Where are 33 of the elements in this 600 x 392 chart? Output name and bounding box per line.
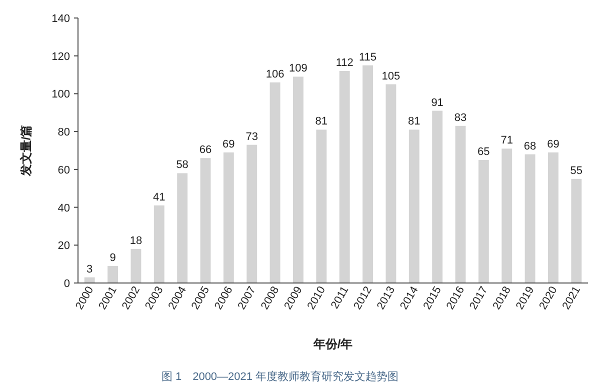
y-tick-label: 0 (64, 278, 70, 290)
data-label: 105 (382, 70, 400, 82)
data-label: 68 (524, 140, 536, 152)
data-label: 81 (408, 116, 420, 128)
x-axis-title: 年份/年 (312, 337, 353, 351)
y-tick-label: 140 (52, 13, 70, 25)
data-label: 69 (222, 138, 235, 150)
caption: 图 1 2000—2021 年度教师教育研究发文趋势图 (161, 370, 399, 383)
data-label: 58 (176, 159, 188, 172)
data-label: 9 (110, 252, 116, 264)
data-label: 66 (199, 144, 212, 156)
y-tick-label: 80 (58, 126, 70, 139)
y-tick-label: 100 (52, 88, 70, 101)
data-label: 112 (336, 57, 354, 69)
data-label: 81 (315, 116, 328, 128)
data-label: 109 (289, 62, 308, 75)
data-label: 18 (130, 234, 142, 247)
data-label: 55 (570, 164, 583, 177)
y-tick-label: 40 (58, 202, 70, 214)
data-label: 69 (547, 138, 560, 150)
data-label: 83 (454, 112, 467, 124)
data-label: 115 (359, 51, 377, 64)
y-tick-label: 60 (58, 164, 70, 176)
data-label: 106 (266, 68, 284, 80)
y-tick-label: 120 (52, 50, 70, 63)
data-label: 41 (153, 191, 166, 204)
data-label: 3 (86, 263, 93, 276)
y-axis-title: 发文量/篇 (19, 124, 33, 178)
data-label: 91 (431, 96, 444, 109)
data-label: 71 (500, 134, 513, 147)
y-tick-label: 20 (58, 240, 70, 252)
data-label: 73 (246, 130, 258, 143)
data-label: 65 (478, 146, 490, 158)
